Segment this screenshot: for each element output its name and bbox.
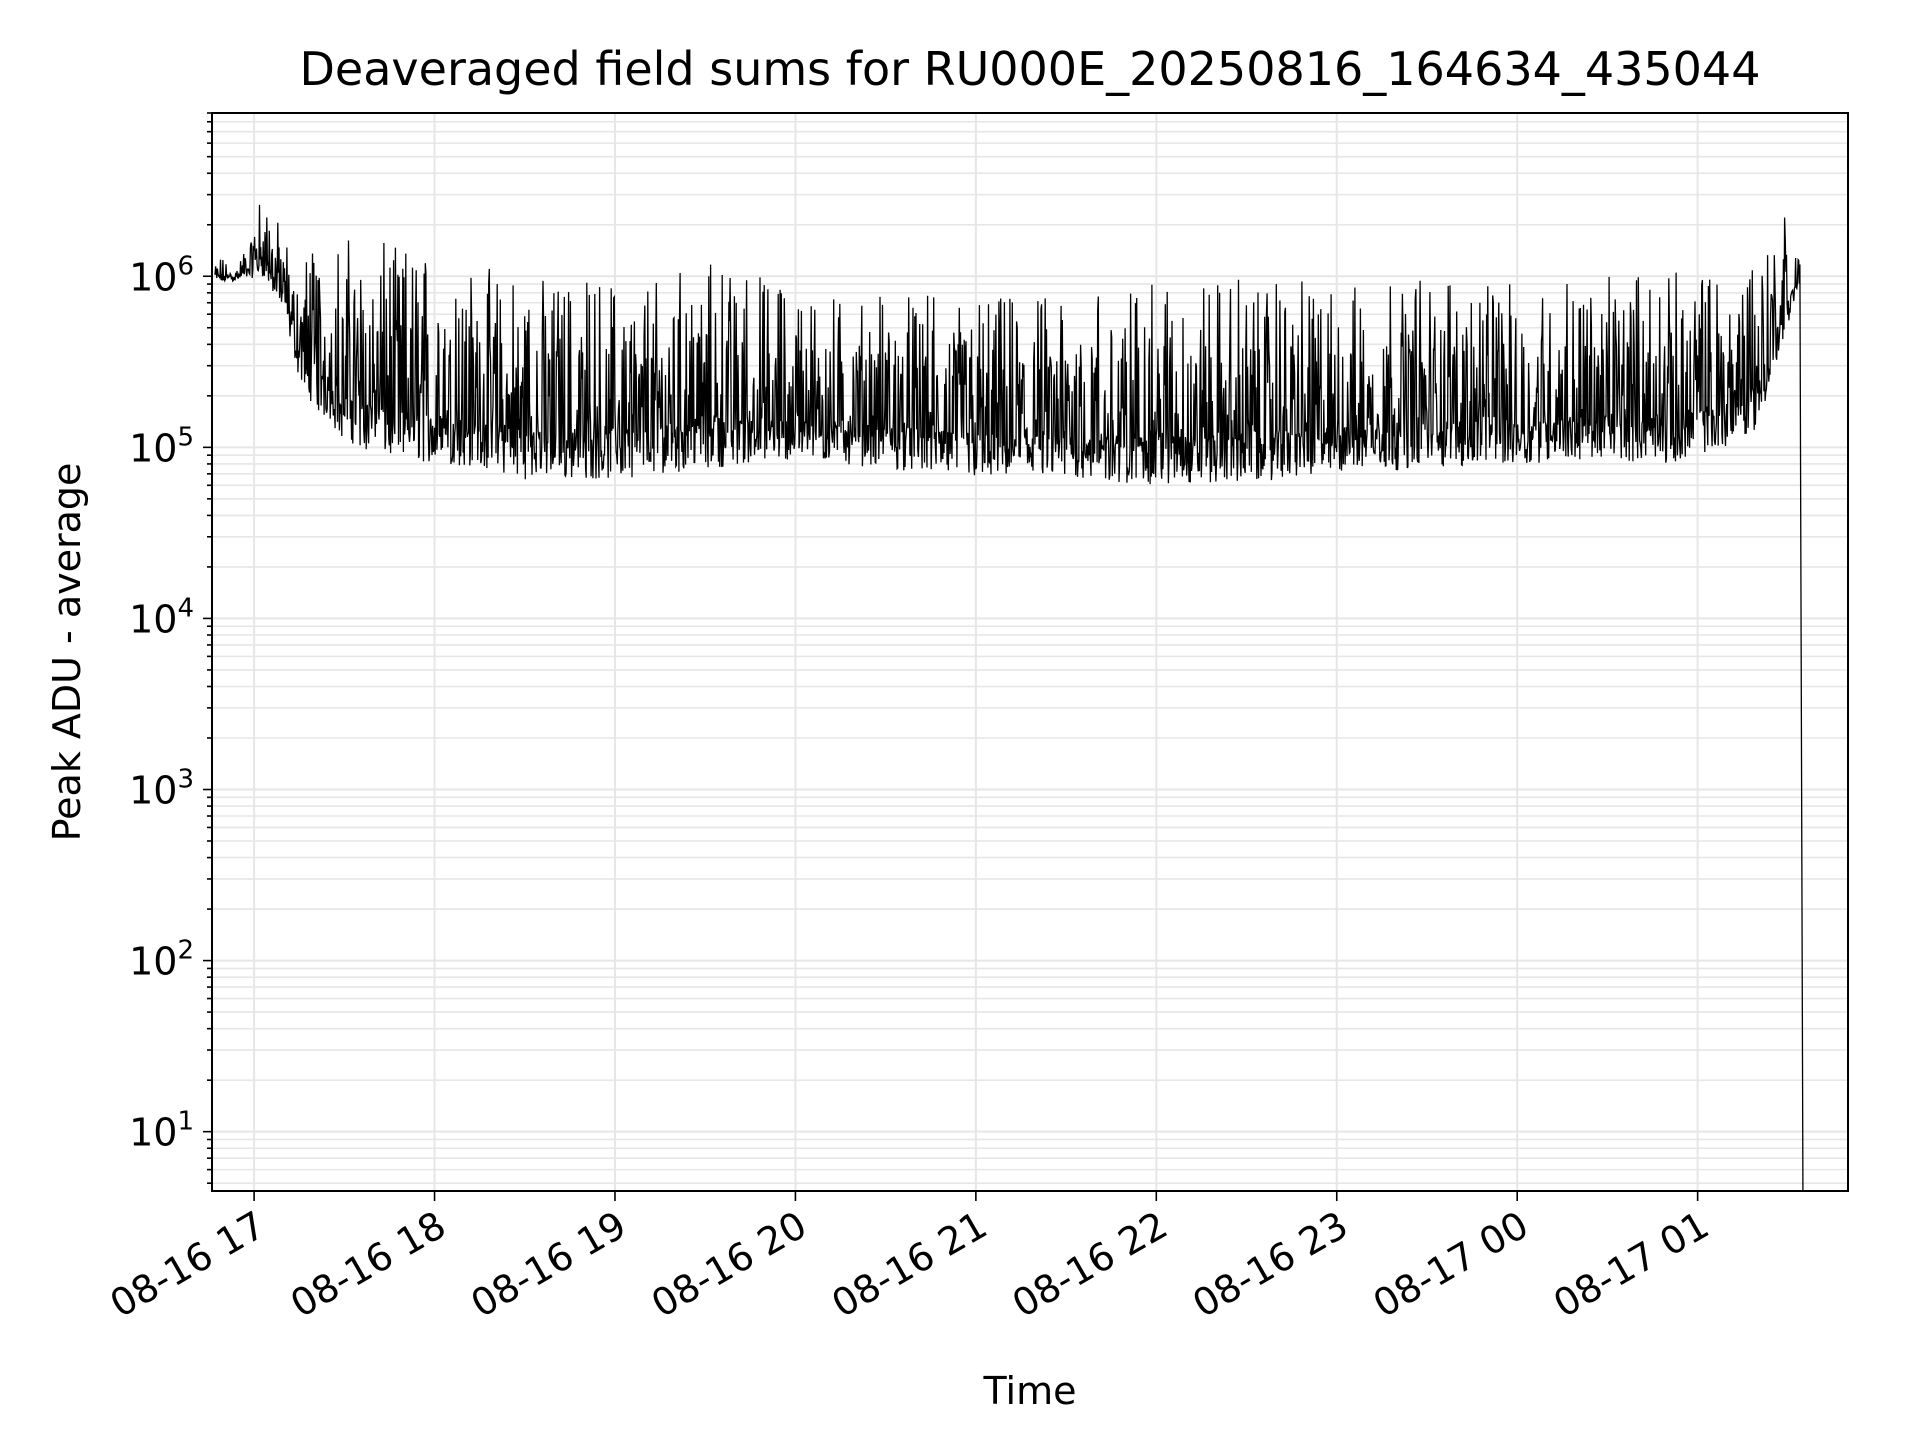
y-tick-label: 103 [129,765,194,813]
series-line [214,204,1804,1191]
y-axis-label: Peak ADU - average [45,463,89,842]
y-axis: 101 102 103 104 105 106 [129,112,212,1184]
y-tick-label: 106 [129,251,194,299]
plot-frame [211,112,1849,1192]
y-tick-label: 105 [129,422,194,470]
y-tick-label: 101 [129,1107,194,1155]
grid [212,112,1848,1191]
y-tick-label: 102 [129,936,194,984]
y-tick-label: 104 [129,593,194,641]
chart-title: Deaveraged field sums for RU000E_2025081… [300,42,1761,96]
series-path [214,204,1804,1191]
x-axis-label: Time [983,1369,1077,1413]
